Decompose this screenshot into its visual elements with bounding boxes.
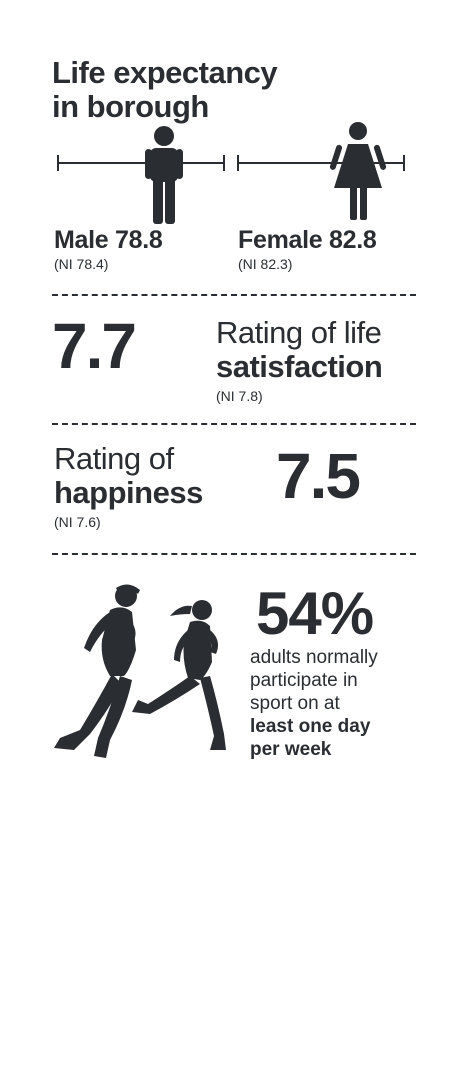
life-satisfaction-label-line2: satisfaction (216, 349, 383, 384)
sport-description: adults normally participate in sport on … (250, 646, 378, 761)
sport-line-2: participate in (250, 670, 358, 691)
female-life-expectancy: Female 82.8 (238, 226, 377, 255)
sport-line-4: least one day (250, 716, 371, 737)
life-satisfaction-ni: (NI 7.8) (216, 388, 263, 404)
happiness-ni: (NI 7.6) (54, 514, 101, 530)
happiness-label-line2: happiness (54, 475, 203, 510)
life-satisfaction-value: 7.7 (52, 310, 137, 382)
happiness-value: 7.5 (276, 440, 361, 512)
sport-line-3: sport on at (250, 693, 340, 714)
male-scale (57, 155, 225, 171)
divider (52, 423, 416, 425)
male-figure-icon (145, 126, 183, 224)
happiness-label: Rating of happiness (54, 442, 203, 510)
female-figure-icon (329, 122, 387, 220)
female-scale (237, 155, 405, 171)
female-label: Female (238, 226, 323, 254)
happiness-label-line1: Rating of (54, 441, 174, 476)
runners-icon (54, 584, 226, 758)
male-label: Male (54, 226, 109, 254)
male-value: 78.8 (115, 226, 163, 254)
life-expectancy-graphic (57, 122, 405, 224)
sport-percent: 54% (256, 580, 374, 647)
title-line-1: Life expectancy (52, 55, 278, 90)
divider (52, 553, 416, 555)
life-satisfaction-label: Rating of life satisfaction (216, 315, 383, 384)
divider (52, 294, 416, 296)
sport-line-1: adults normally (250, 647, 378, 668)
title-line-2: in borough (52, 89, 209, 124)
female-ni-value: (NI 82.3) (238, 256, 293, 272)
page-title: Life expectancy in borough (52, 55, 278, 124)
life-satisfaction-label-line1: Rating of life (216, 315, 382, 350)
male-life-expectancy: Male 78.8 (54, 226, 163, 255)
male-ni-value: (NI 78.4) (54, 256, 109, 272)
sport-line-5: per week (250, 739, 332, 760)
female-value: 82.8 (329, 226, 377, 254)
